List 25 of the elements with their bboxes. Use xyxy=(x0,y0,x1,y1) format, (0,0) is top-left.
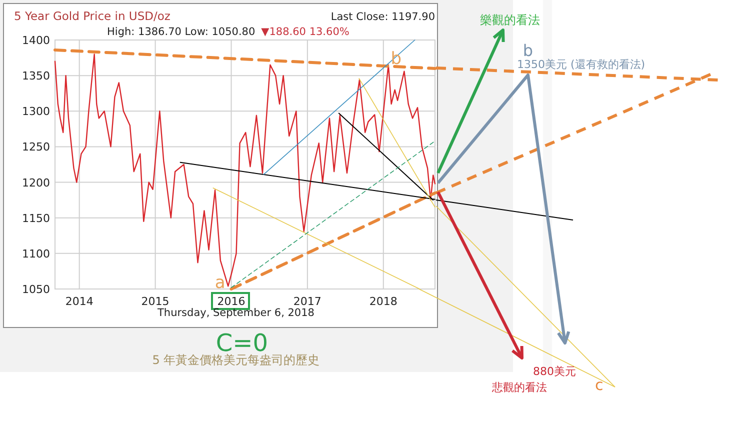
x-tick-label: 2015 xyxy=(141,295,170,308)
y-tick-label: 1150 xyxy=(22,212,50,225)
x-tick-label: 2016 xyxy=(217,295,246,308)
text: c xyxy=(595,376,604,394)
chart-subtitle: High: 1386.70 Low: 1050.80 xyxy=(107,26,256,38)
x-tick-label: 2014 xyxy=(65,295,94,308)
y-tick-label: 1400 xyxy=(22,34,50,47)
y-tick-label: 1200 xyxy=(22,176,50,190)
text: 1350美元 (還有救的看法) xyxy=(517,58,646,71)
text: Last Close: 1197.90 xyxy=(330,11,435,23)
text: 880美元 xyxy=(533,365,576,378)
x-tick-label: 2017 xyxy=(293,295,322,308)
annotation: a xyxy=(214,273,226,293)
text: ▼188.60 13.60% xyxy=(261,26,350,38)
text: 樂觀的看法 xyxy=(480,13,540,27)
y-tick-label: 1050 xyxy=(22,283,50,296)
y-tick-label: 1250 xyxy=(22,140,50,154)
chart-title: 5 Year Gold Price in USD/oz xyxy=(14,9,170,23)
x-tick-label: 2018 xyxy=(369,295,398,308)
text: Thursday, September 6, 2018 xyxy=(156,307,314,319)
text: 悲觀的看法 xyxy=(491,381,547,394)
y-tick-label: 1100 xyxy=(22,247,50,260)
text: b xyxy=(522,41,534,60)
y-tick-label: 1350 xyxy=(22,70,50,83)
y-tick-label: 1300 xyxy=(22,105,50,118)
